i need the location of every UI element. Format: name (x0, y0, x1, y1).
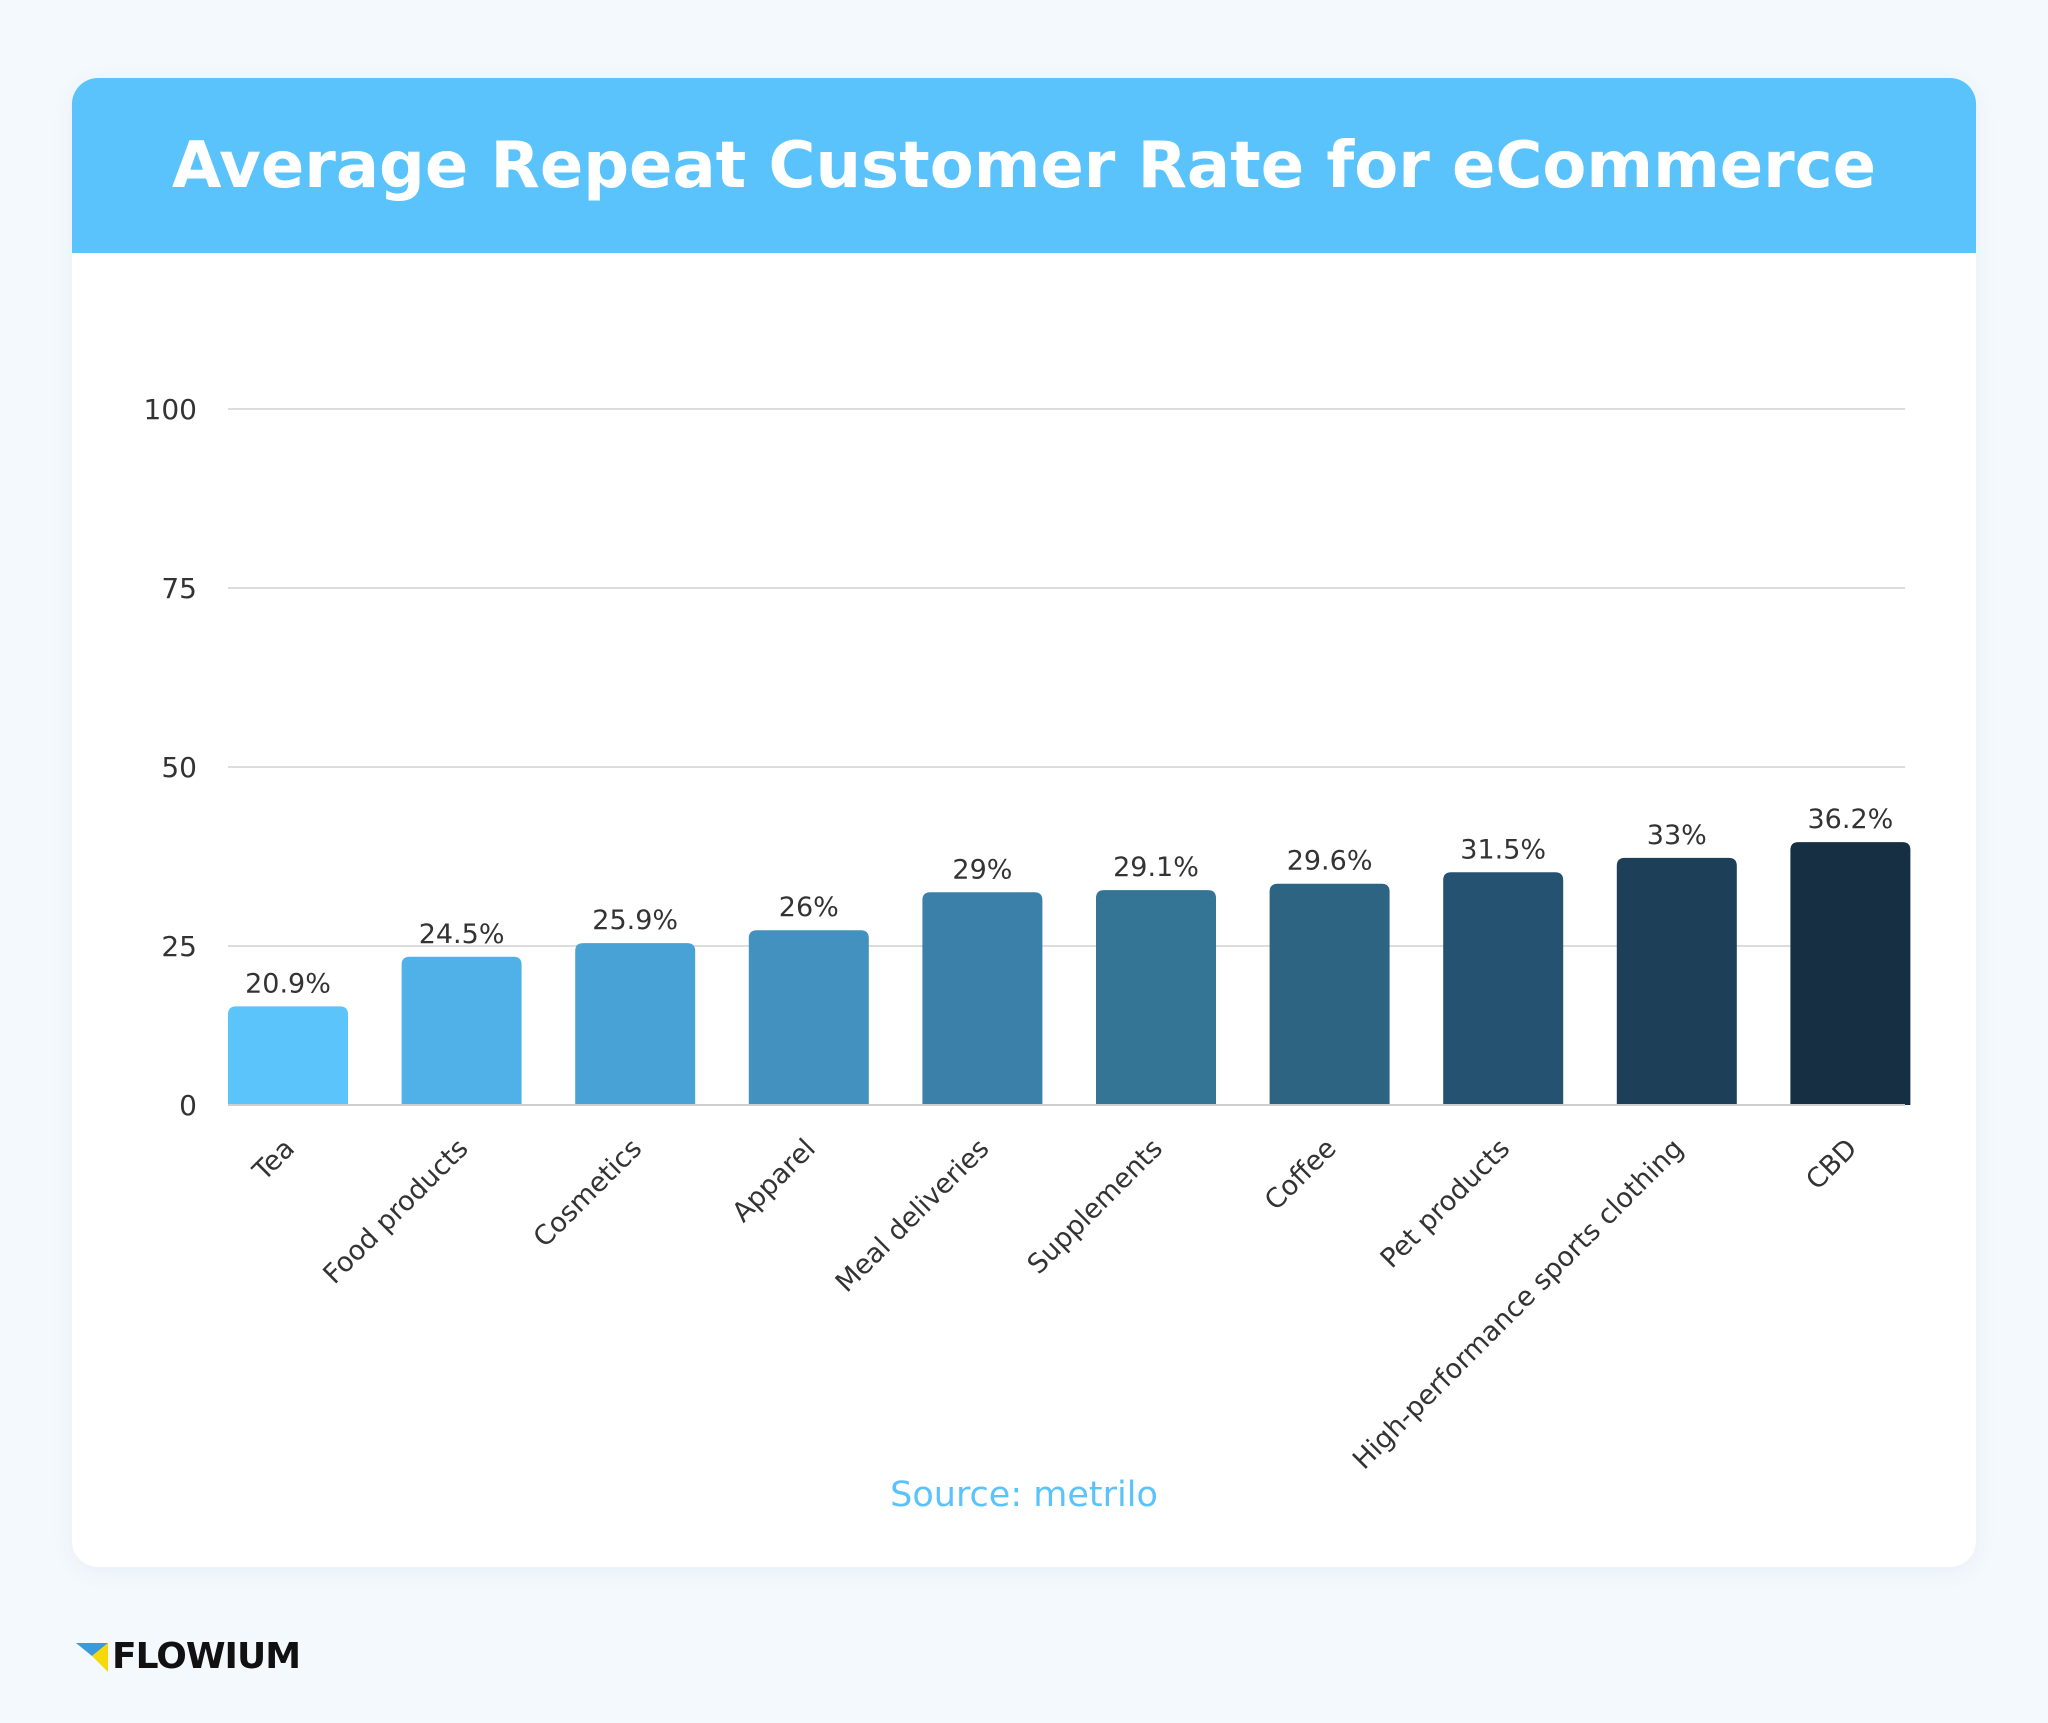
chart-card: Average Repeat Customer Rate for eCommer… (72, 78, 1976, 1567)
logo-text: FLOWIUM (112, 1636, 301, 1677)
x-tick-label: Cosmetics (528, 1133, 648, 1253)
x-tick-label: Tea (246, 1133, 300, 1187)
bar (401, 956, 522, 1105)
bar (748, 930, 869, 1105)
data-label: 20.9% (245, 968, 331, 999)
chart-title: Average Repeat Customer Rate for eCommer… (171, 128, 1877, 203)
x-tick-label: Pet products (1375, 1133, 1516, 1274)
data-label: 33% (1647, 820, 1707, 851)
data-label: 26% (779, 892, 839, 923)
data-label: 31.5% (1460, 834, 1546, 865)
x-tick-label: High-performance sports clothing (1347, 1133, 1690, 1476)
data-label: 36.2% (1808, 804, 1894, 835)
bar (922, 892, 1043, 1105)
data-label: 29% (952, 854, 1012, 885)
x-tick-label: Apparel (726, 1133, 821, 1228)
logo-mark-icon (76, 1642, 108, 1672)
bar (1790, 842, 1911, 1105)
data-label: 24.5% (419, 919, 505, 950)
bar (1443, 872, 1564, 1105)
y-tick-label: 0 (179, 1089, 197, 1122)
x-tick-label: Supplements (1022, 1133, 1169, 1280)
bar (1269, 883, 1390, 1105)
data-label: 25.9% (592, 905, 678, 936)
x-tick-label: Coffee (1259, 1133, 1343, 1217)
flowium-logo: FLOWIUM (76, 1636, 301, 1677)
x-tick-label: Meal deliveries (830, 1133, 996, 1299)
data-label: 29.1% (1113, 852, 1199, 883)
bar (575, 943, 696, 1105)
y-tick-label: 75 (161, 572, 197, 605)
x-tick-label: Food products (317, 1133, 474, 1290)
bar (228, 1006, 348, 1105)
y-tick-label: 100 (144, 393, 197, 426)
x-tick-label: CBD (1800, 1133, 1863, 1196)
bar (1096, 890, 1216, 1105)
source-note: Source: metrilo (890, 1475, 1158, 1515)
chart-header: Average Repeat Customer Rate for eCommer… (72, 78, 1976, 253)
y-tick-label: 50 (161, 751, 197, 784)
data-label: 29.6% (1287, 846, 1373, 877)
bar (1616, 857, 1737, 1105)
y-tick-label: 25 (161, 930, 197, 963)
